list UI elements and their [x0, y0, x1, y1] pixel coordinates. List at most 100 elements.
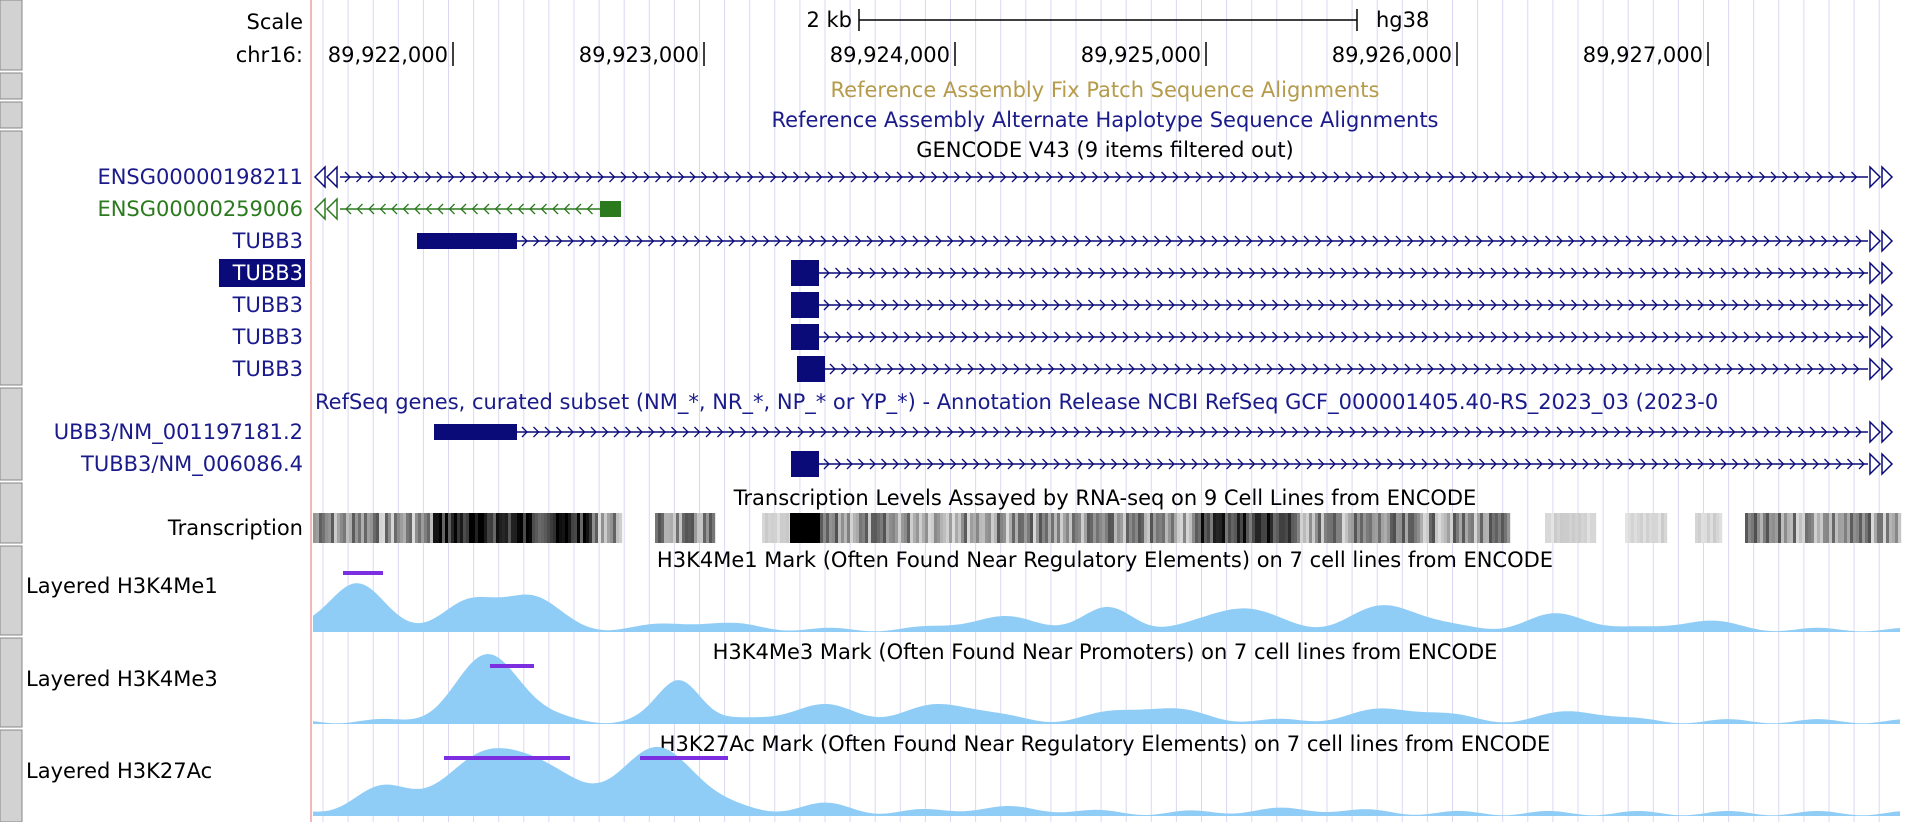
density-bin	[762, 513, 766, 543]
density-bin	[862, 513, 866, 543]
strand-arrow	[1694, 235, 1701, 247]
strand-arrow	[1168, 458, 1175, 470]
h3k4me1-track-title[interactable]: H3K4Me1 Mark (Often Found Near Regulator…	[657, 548, 1553, 572]
strand-arrow	[846, 331, 853, 343]
gencode-item-label-selected[interactable]: TUBB3	[232, 261, 303, 285]
density-bin	[768, 513, 772, 543]
gencode-item-label[interactable]: ENSG00000259006	[97, 197, 303, 221]
strand-arrow	[459, 171, 466, 183]
strand-arrow	[1329, 299, 1336, 311]
density-bin	[1030, 513, 1034, 543]
density-bin	[1018, 513, 1022, 543]
gencode-track-title[interactable]: GENCODE V43 (9 items filtered out)	[916, 138, 1294, 162]
side-button-transcription[interactable]	[0, 482, 23, 544]
density-bin	[1210, 513, 1214, 543]
gencode-item-label[interactable]: TUBB3	[232, 293, 303, 317]
strand-arrow	[694, 235, 701, 247]
strand-arrow	[1786, 426, 1793, 438]
strand-arrow	[1807, 363, 1814, 375]
strand-arrow	[1545, 426, 1552, 438]
strand-arrow	[1368, 171, 1375, 183]
strand-arrow	[935, 426, 942, 438]
strand-arrow	[1821, 235, 1828, 247]
refseq-track-title[interactable]: RefSeq genes, curated subset (NM_*, NR_*…	[315, 390, 1718, 415]
alt-haplo-track-title[interactable]: Reference Assembly Alternate Haplotype S…	[772, 108, 1439, 132]
strand-arrow	[1318, 458, 1325, 470]
fix-patch-track-title[interactable]: Reference Assembly Fix Patch Sequence Al…	[831, 78, 1380, 102]
strand-arrow	[1071, 363, 1078, 375]
h3k4me3-track-title[interactable]: H3K4Me3 Mark (Often Found Near Promoters…	[713, 640, 1498, 664]
strand-arrow	[1706, 426, 1713, 438]
side-button-h3k27ac[interactable]	[0, 729, 23, 822]
strand-arrow	[1214, 458, 1221, 470]
strand-arrow	[1134, 458, 1141, 470]
h3k27ac-signal[interactable]	[313, 746, 1900, 816]
strand-arrow	[643, 171, 650, 183]
strand-arrow	[1674, 331, 1681, 343]
density-bin	[1883, 513, 1887, 543]
strand-arrow	[1752, 235, 1759, 247]
density-bin	[1569, 513, 1573, 543]
h3k27ac-track-title[interactable]: H3K27Ac Mark (Often Found Near Regulator…	[660, 732, 1551, 756]
strand-arrow	[927, 331, 934, 343]
strand-arrow	[1847, 331, 1854, 343]
density-bin	[688, 513, 692, 543]
density-bin	[364, 513, 368, 543]
strand-arrow	[1197, 363, 1204, 375]
side-button-alt-haplo[interactable]	[0, 101, 23, 129]
density-bin	[1216, 513, 1220, 543]
h3k4me3-signal[interactable]	[313, 654, 1900, 724]
gencode-item-label[interactable]: ENSG00000198211	[97, 165, 303, 189]
strand-arrow	[1157, 458, 1164, 470]
side-button-h3k4me1[interactable]	[0, 545, 23, 636]
transcription-density[interactable]	[313, 513, 1902, 543]
density-bin	[1213, 513, 1217, 543]
strand-arrow	[1663, 299, 1670, 311]
strand-arrow	[717, 235, 724, 247]
strand-arrow	[1356, 171, 1363, 183]
density-bin	[1318, 513, 1322, 543]
density-bin	[1507, 513, 1511, 543]
peak-call	[343, 571, 383, 575]
strand-arrow	[1605, 267, 1612, 279]
strand-arrow	[1292, 426, 1299, 438]
strand-arrow	[1295, 331, 1302, 343]
density-bin	[1652, 513, 1656, 543]
strand-arrow	[1283, 458, 1290, 470]
strand-arrow	[1743, 331, 1750, 343]
strand-arrow	[1195, 171, 1202, 183]
density-bin	[1847, 513, 1851, 543]
exon-block	[797, 356, 825, 382]
gencode-item-label[interactable]: TUBB3	[232, 229, 303, 253]
strand-arrow	[1568, 426, 1575, 438]
refseq-item-label[interactable]: UBB3/NM_001197181.2	[54, 420, 303, 445]
side-button-gencode[interactable]	[0, 130, 23, 386]
density-bin	[1066, 513, 1070, 543]
side-button-fix-patch[interactable]	[0, 72, 23, 100]
density-bin	[562, 513, 566, 543]
strand-arrow	[1855, 426, 1862, 438]
strand-arrow	[1732, 458, 1739, 470]
strand-arrow	[1283, 331, 1290, 343]
strand-arrow	[1255, 363, 1262, 375]
transcription-track-title[interactable]: Transcription Levels Assayed by RNA-seq …	[733, 486, 1477, 510]
side-button-h3k4me3[interactable]	[0, 637, 23, 728]
side-button-refseq[interactable]	[0, 387, 23, 481]
density-bin	[1664, 513, 1668, 543]
gencode-item-label[interactable]: TUBB3	[232, 325, 303, 349]
side-button-ruler[interactable]	[0, 0, 23, 71]
density-bin	[454, 513, 458, 543]
gene-models[interactable]	[313, 165, 1894, 477]
density-bin	[343, 513, 347, 543]
density-bin	[1240, 513, 1244, 543]
gencode-labels: ENSG00000198211 ENSG00000259006 TUBB3 TU…	[97, 165, 305, 381]
strand-arrow	[1214, 267, 1221, 279]
strand-arrow	[1042, 267, 1049, 279]
refseq-item-label[interactable]: TUBB3/NM_006086.4	[80, 452, 303, 477]
strand-arrow	[1441, 426, 1448, 438]
h3k4me1-signal[interactable]	[313, 571, 1900, 632]
gencode-item-label[interactable]: TUBB3	[232, 357, 303, 381]
strand-arrow	[1260, 267, 1267, 279]
density-bin	[700, 513, 704, 543]
